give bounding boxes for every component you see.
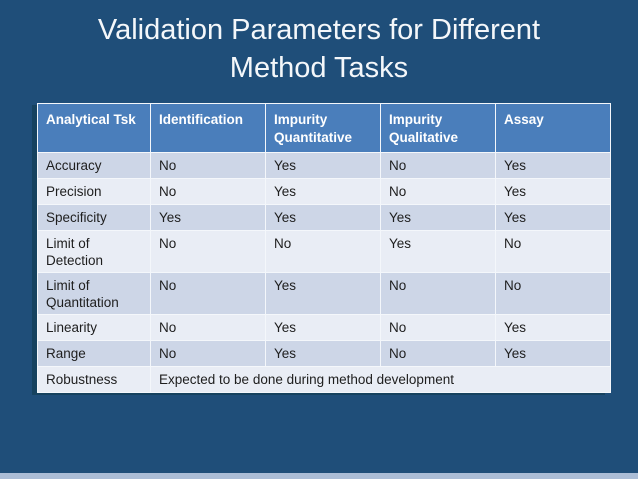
table-row: Specificity Yes Yes Yes Yes [37,204,611,231]
row-label-cell: Limit of Detection [37,230,151,273]
value-cell: No [150,230,266,273]
value-cell: Yes [495,178,611,205]
value-cell: Yes [380,204,496,231]
bottom-edge-strip [0,473,638,479]
row-label-cell: Specificity [37,204,151,231]
table-row: Limit of Quantitation No Yes No No [37,272,611,315]
header-cell-5: Assay [495,103,611,153]
header-cell-4: Impurity Qualitative [380,103,496,153]
row-label-cell: Linearity [37,314,151,341]
row-label-cell: Range [37,340,151,367]
table-row: Precision No Yes No Yes [37,178,611,205]
value-cell: Yes [265,272,381,315]
value-cell: Yes [495,340,611,367]
value-cell: No [265,230,381,273]
value-cell: No [380,340,496,367]
value-cell: Yes [150,204,266,231]
value-cell: No [380,272,496,315]
value-cell: Yes [495,314,611,341]
header-cell-3: Impurity Quantitative [265,103,381,153]
value-cell: Yes [265,314,381,341]
value-cell: No [380,314,496,341]
row-label-cell: Accuracy [37,152,151,179]
value-cell: No [380,152,496,179]
value-cell: Yes [265,340,381,367]
table-row: Limit of Detection No No Yes No [37,230,611,273]
row-label-cell: Robustness [37,366,151,393]
table-row: Robustness Expected to be done during met… [37,366,611,393]
table-header: Analytical Tsk Identification Impurity Qua… [37,103,611,153]
value-cell: No [150,314,266,341]
title-line-2: Method Tasks [229,52,409,84]
table-body: Accuracy No Yes No Yes Precision No Yes No Yes Spe… [37,152,611,393]
value-cell: Yes [380,230,496,273]
validation-table-container: Analytical Tsk Identification Impurity Qua… [37,103,611,393]
value-cell: Yes [265,204,381,231]
value-cell: Yes [265,152,381,179]
header-row: Analytical Tsk Identification Impurity Qua… [37,103,611,153]
value-cell: Yes [495,152,611,179]
value-cell: Yes [265,178,381,205]
table-row: Range No Yes No Yes [37,340,611,367]
merged-note-cell: Expected to be done during method develo… [150,366,611,393]
header-cell-1: Analytical Tsk [37,103,151,153]
row-label-cell: Limit of Quantitation [37,272,151,315]
value-cell: No [380,178,496,205]
header-cell-2: Identification [150,103,266,153]
title-line-1: Validation Parameters for Different [97,14,541,46]
value-cell: No [150,340,266,367]
slide-title: Validation Parameters for Different Meth… [0,11,638,87]
value-cell: Yes [495,204,611,231]
value-cell: No [495,272,611,315]
table-row: Accuracy No Yes No Yes [37,152,611,179]
value-cell: No [150,152,266,179]
value-cell: No [495,230,611,273]
value-cell: No [150,272,266,315]
value-cell: No [150,178,266,205]
table-row: Linearity No Yes No Yes [37,314,611,341]
row-label-cell: Precision [37,178,151,205]
validation-table: Analytical Tsk Identification Impurity Qua… [37,103,611,393]
